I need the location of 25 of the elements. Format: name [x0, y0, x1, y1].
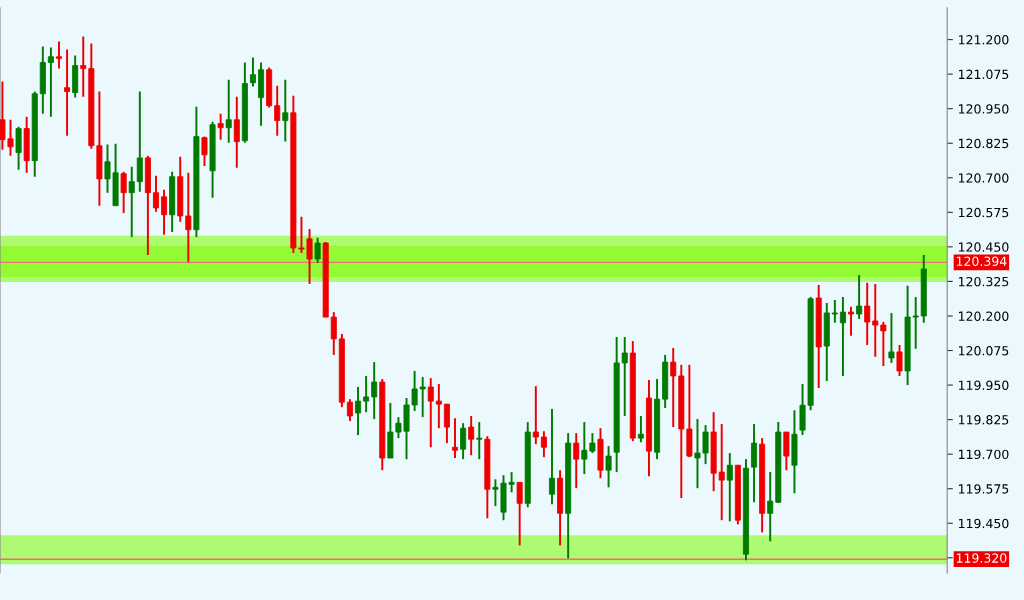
y-tick-label: 121.200	[958, 35, 1009, 45]
y-tick-label: 120.325	[958, 276, 1009, 287]
y-tick-label: 119.825	[958, 415, 1009, 425]
y-tick-label: 120.950	[958, 104, 1009, 114]
ref-line-label: 119.320	[956, 553, 1007, 563]
y-tick-label: 120.700	[958, 173, 1009, 183]
y-tick-label: 119.950	[958, 380, 1009, 390]
y-tick-label: 120.075	[958, 345, 1009, 356]
candlestick	[605, 445, 612, 489]
ref-line-label: 120.394	[956, 256, 1007, 266]
candlestick	[476, 421, 483, 461]
candlestick	[848, 305, 855, 337]
candlestick	[888, 311, 895, 364]
y-tick-label: 121.075	[958, 69, 1009, 80]
y-tick-label: 119.700	[958, 449, 1009, 460]
y-tick-label: 120.825	[958, 138, 1009, 149]
y-tick-label: 120.450	[958, 242, 1009, 252]
candlestick	[201, 135, 208, 167]
y-tick-label: 120.200	[958, 311, 1009, 321]
candlestick	[597, 427, 604, 480]
y-tick-label: 119.575	[958, 484, 1009, 494]
y-tick-label: 119.450	[958, 518, 1009, 529]
candlestick	[896, 344, 903, 377]
y-tick-label: 120.575	[958, 207, 1009, 218]
candlestick	[831, 298, 838, 324]
